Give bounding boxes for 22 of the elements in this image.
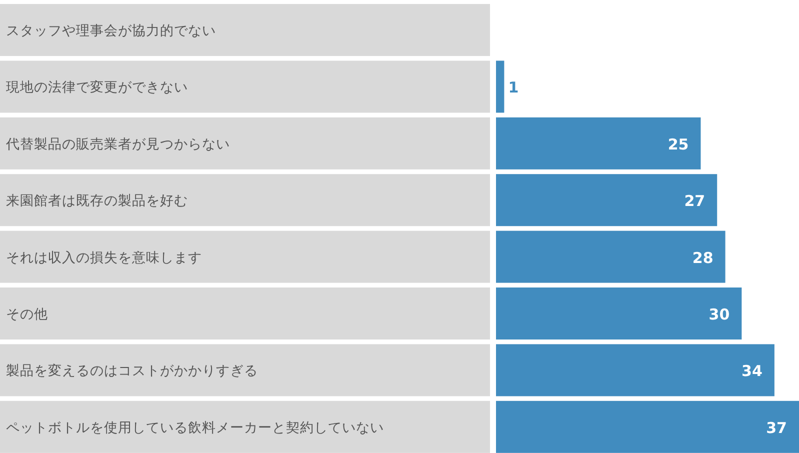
y-tick-label: スタッフや理事会が協力的でない [6, 23, 216, 39]
bar [496, 60, 504, 113]
data-label: 27 [684, 192, 706, 210]
data-label: 34 [742, 362, 762, 380]
data-label: 1 [508, 78, 519, 97]
y-tick-label: 現地の法律で変更ができない [6, 80, 188, 96]
y-tick-label: 代替製品の販売業者が見つからない [5, 136, 230, 152]
bar [496, 344, 774, 396]
bar [496, 288, 742, 340]
y-tick-label: その他 [6, 306, 48, 322]
y-tick-label: 製品を変えるのはコストがかかりすぎる [6, 363, 258, 380]
y-tick-label: 来園館者は既存の製品を好む [6, 193, 188, 210]
data-label: 28 [692, 248, 714, 267]
bar [496, 400, 799, 453]
bar [496, 230, 726, 283]
y-tick-label: ペットボトルを使用している飲料メーカーと契約していない [6, 420, 384, 436]
y-tick-label: それは収入の損失を意味します [6, 250, 202, 266]
data-label: 25 [668, 135, 689, 154]
bar [496, 117, 701, 170]
data-label: 30 [708, 306, 730, 324]
data-label: 37 [766, 418, 787, 437]
bar [496, 174, 718, 226]
